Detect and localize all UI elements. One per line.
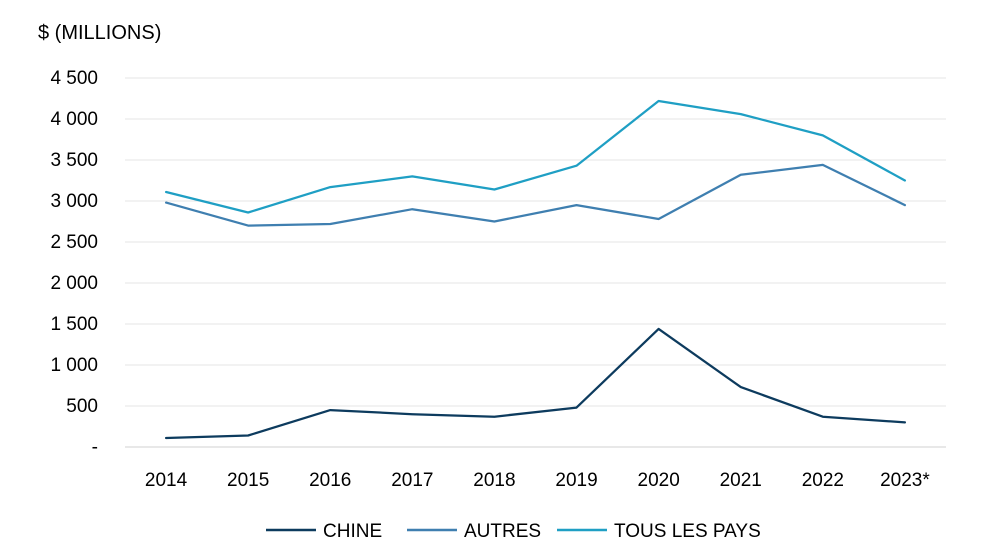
y-tick-label: 500 — [66, 396, 98, 417]
y-axis-title: $ (MILLIONS) — [38, 22, 161, 44]
x-tick-label: 2017 — [391, 470, 433, 491]
series-lines — [164, 99, 907, 440]
series-line-1 — [164, 327, 907, 440]
y-tick-label: 4 000 — [50, 109, 98, 130]
x-tick-label: 2016 — [309, 470, 351, 491]
legend-label: CHINE — [323, 521, 382, 542]
legend-label: AUTRES — [464, 521, 541, 542]
y-tick-label: 1 000 — [50, 355, 98, 376]
y-tick-label: 3 000 — [50, 191, 98, 212]
y-tick-label: 4 500 — [50, 68, 98, 89]
x-tick-label: 2021 — [720, 470, 762, 491]
x-tick-label: 2014 — [145, 470, 188, 491]
x-tick-label: 2015 — [227, 470, 269, 491]
y-axis-ticks: - 500 1 000 1 500 2 000 2 500 3 000 3 500 4 000 4… — [50, 68, 98, 458]
x-tick-label: 2022 — [802, 470, 844, 491]
series-line-2 — [164, 163, 907, 227]
legend: CHINE AUTRES TOUS LES PAYS — [266, 521, 761, 542]
x-tick-label: 2019 — [555, 470, 597, 491]
series-line-3 — [164, 99, 907, 214]
y-tick-label: 2 500 — [50, 232, 98, 253]
x-tick-label: 2020 — [638, 470, 680, 491]
legend-label: TOUS LES PAYS — [614, 521, 761, 542]
y-tick-label: 2 000 — [50, 273, 98, 294]
y-tick-label: 3 500 — [50, 150, 98, 171]
x-tick-label: 2018 — [473, 470, 515, 491]
x-tick-label: 2023* — [880, 470, 930, 491]
y-tick-label: - — [92, 437, 98, 458]
x-axis-ticks: 2014 2015 2016 2017 2018 2019 2020 2021 2022 2023… — [145, 470, 930, 491]
y-tick-label: 1 500 — [50, 314, 98, 335]
gridlines — [125, 77, 946, 448]
